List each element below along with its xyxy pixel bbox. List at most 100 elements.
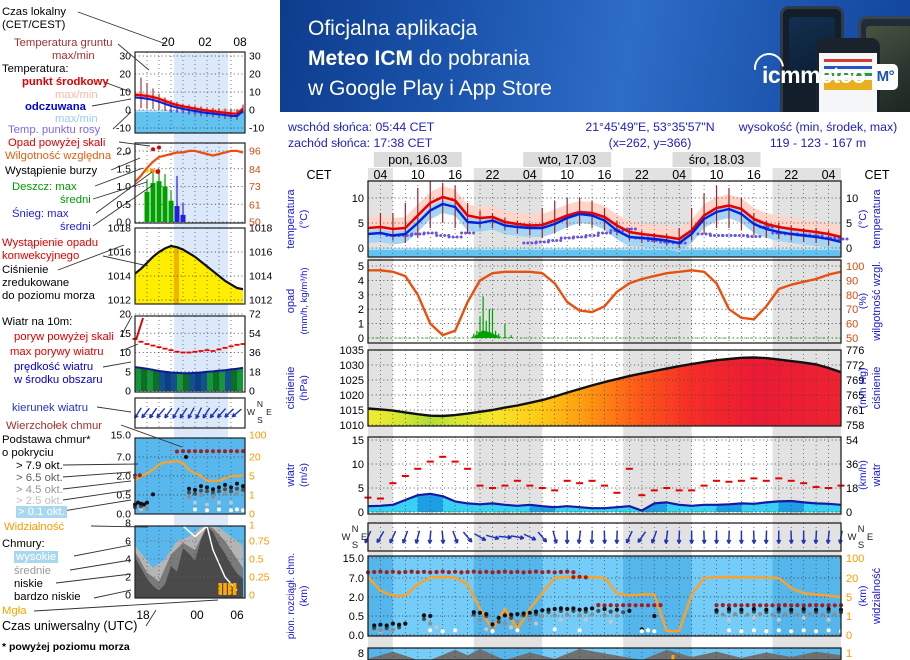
svg-text:761: 761 — [846, 405, 864, 417]
svg-text:0: 0 — [358, 333, 364, 345]
svg-text:8: 8 — [358, 648, 364, 660]
svg-text:61: 61 — [249, 200, 261, 212]
legend-item-4: Temperatura: — [2, 63, 69, 75]
svg-text:0: 0 — [125, 105, 131, 117]
svg-text:1035: 1035 — [340, 345, 364, 357]
svg-text:1: 1 — [358, 319, 364, 331]
altitude-values: 119 - 123 - 167 m — [769, 136, 867, 150]
icmmeteo-logo: icmmeteo M° — [747, 46, 899, 90]
svg-text:-10: -10 — [249, 123, 264, 135]
svg-text:1.5: 1.5 — [116, 163, 131, 175]
svg-text:16: 16 — [598, 168, 612, 182]
svg-text:temperatura: temperatura — [285, 188, 297, 248]
svg-text:54: 54 — [249, 328, 261, 340]
svg-text:0.5: 0.5 — [116, 199, 131, 211]
svg-text:5: 5 — [125, 366, 131, 378]
svg-text:72: 72 — [249, 309, 261, 321]
altitude-info: wysokość (min, środek, max) 119 - 123 - … — [728, 119, 908, 151]
grid-text: (x=262, y=366) — [608, 136, 692, 150]
svg-text:2: 2 — [125, 572, 131, 584]
legend-item-29: Podstawa chmur* — [2, 434, 91, 446]
svg-text:wilgotność wzgl.: wilgotność wzgl. — [871, 261, 883, 341]
legend-item-0: Czas lokalny — [2, 6, 67, 18]
svg-text:ciśnienie: ciśnienie — [285, 367, 297, 410]
legend-item-33: > 4.5 okt. — [16, 484, 63, 496]
svg-text:1016: 1016 — [108, 247, 132, 259]
svg-text:2.0: 2.0 — [349, 592, 364, 604]
legend-item-27: kierunek wiatru — [12, 402, 88, 414]
svg-text:(km): (km) — [298, 586, 310, 607]
svg-text:0.0: 0.0 — [116, 509, 131, 521]
svg-text:1018: 1018 — [108, 223, 132, 235]
svg-text:0.5: 0.5 — [116, 490, 131, 502]
legend-item-26: w środku obszaru — [14, 374, 103, 386]
svg-text:100: 100 — [249, 430, 267, 442]
svg-text:6: 6 — [125, 536, 131, 548]
svg-text:N: N — [858, 524, 865, 535]
svg-text:0: 0 — [249, 590, 255, 602]
svg-text:50: 50 — [846, 333, 858, 345]
svg-text:54: 54 — [846, 435, 858, 447]
legend-item-40: niskie — [14, 578, 43, 590]
svg-text:1018: 1018 — [249, 223, 273, 235]
svg-text:0: 0 — [249, 386, 255, 398]
svg-text:80: 80 — [846, 290, 858, 302]
legend-item-42: Mgła — [2, 605, 27, 617]
svg-text:73: 73 — [249, 181, 261, 193]
legend-item-28: Wierzchołek chmur — [6, 420, 103, 432]
svg-text:06: 06 — [230, 608, 244, 622]
svg-text:0: 0 — [125, 590, 131, 602]
svg-text:0: 0 — [358, 243, 364, 255]
svg-text:20: 20 — [249, 452, 261, 464]
svg-text:00: 00 — [190, 608, 204, 622]
legend-item-14: średni — [60, 194, 91, 206]
legend-item-13: Deszcz: max — [12, 181, 77, 193]
svg-text:1012: 1012 — [249, 295, 273, 307]
svg-text:1025: 1025 — [340, 375, 364, 387]
svg-text:(mm/h, kg/m³/h): (mm/h, kg/m³/h) — [299, 267, 310, 334]
legend-item-34: > 2.5 okt. — [16, 495, 63, 507]
svg-text:2: 2 — [358, 304, 364, 316]
svg-text:100: 100 — [846, 261, 864, 273]
svg-text:18: 18 — [846, 483, 858, 495]
svg-text:temperatura: temperatura — [871, 188, 883, 248]
svg-text:5: 5 — [358, 261, 364, 273]
svg-text:1.0: 1.0 — [116, 181, 131, 193]
svg-text:10: 10 — [411, 168, 425, 182]
altitude-label: wysokość (min, środek, max) — [738, 120, 898, 134]
svg-text:2.0: 2.0 — [116, 471, 131, 483]
svg-text:22: 22 — [635, 168, 649, 182]
svg-text:1: 1 — [846, 648, 852, 660]
legend-item-21: do poziomu morza — [2, 290, 95, 302]
svg-text:0.0: 0.0 — [349, 630, 364, 642]
legend-item-6: max/min — [55, 89, 98, 101]
svg-text:ciśnienie: ciśnienie — [871, 367, 883, 410]
legend-item-31: > 7.9 okt. — [16, 460, 63, 472]
svg-text:04: 04 — [672, 168, 686, 182]
svg-text:5: 5 — [358, 483, 364, 495]
svg-text:15.0: 15.0 — [111, 430, 132, 442]
legend-item-35: > 0.1 okt. — [16, 506, 67, 518]
svg-text:20: 20 — [846, 573, 858, 585]
svg-text:opad: opad — [285, 289, 297, 313]
legend-item-11: Wilgotność względna — [5, 150, 112, 162]
svg-text:(mm Hg): (mm Hg) — [857, 368, 869, 409]
svg-text:22: 22 — [784, 168, 798, 182]
svg-text:10: 10 — [710, 168, 724, 182]
svg-text:08: 08 — [233, 35, 247, 49]
svg-text:śro, 18.03: śro, 18.03 — [689, 153, 745, 167]
svg-text:0: 0 — [125, 386, 131, 398]
svg-text:765: 765 — [846, 390, 864, 402]
svg-text:7.0: 7.0 — [116, 452, 131, 464]
svg-text:8: 8 — [125, 518, 131, 530]
svg-text:1020: 1020 — [340, 390, 364, 402]
svg-text:10: 10 — [249, 87, 261, 99]
svg-text:E: E — [361, 532, 367, 543]
svg-text:(°C): (°C) — [298, 210, 310, 229]
svg-text:60: 60 — [846, 319, 858, 331]
svg-text:1010: 1010 — [340, 420, 364, 432]
app-banner[interactable]: Oficjalna aplikacja Meteo ICM do pobrani… — [280, 0, 910, 112]
legend-item-18: konwekcyjnego — [2, 250, 80, 262]
